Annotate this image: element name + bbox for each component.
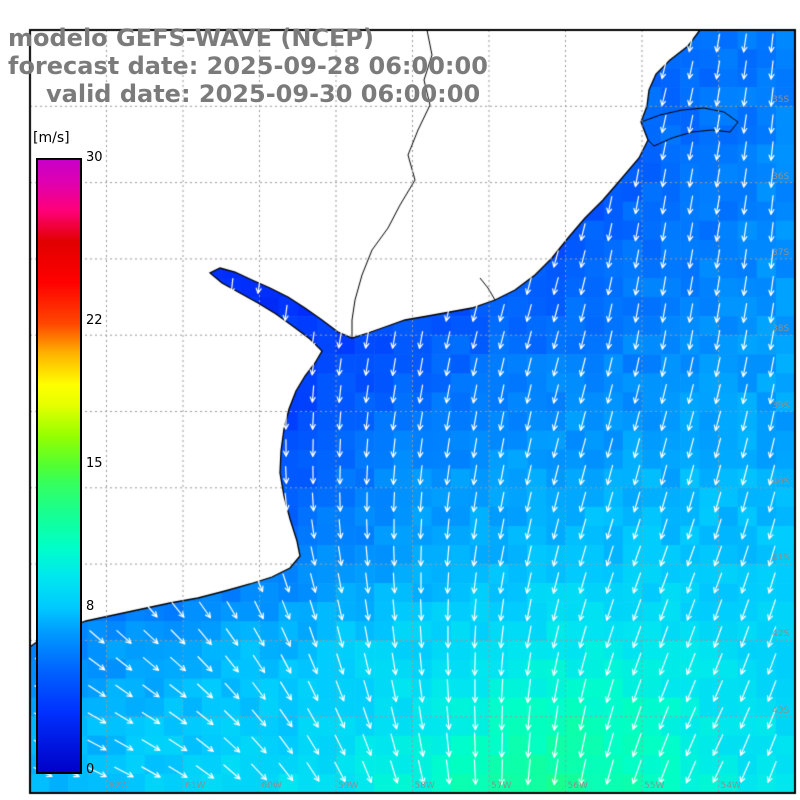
colorbar-unit-label: [m/s] bbox=[33, 130, 70, 146]
lon-label: 61W bbox=[185, 781, 206, 791]
lat-label: 37S bbox=[772, 247, 790, 258]
lon-label: 60W bbox=[261, 781, 282, 791]
lat-label: 40S bbox=[772, 476, 790, 487]
lat-label: 39S bbox=[772, 400, 790, 411]
lat-label: 35S bbox=[772, 95, 790, 106]
colorbar-tick-0: 0 bbox=[86, 762, 95, 777]
colorbar-tick-15: 15 bbox=[86, 456, 103, 471]
lon-label: 59W bbox=[338, 781, 359, 791]
lat-label: 43S bbox=[772, 705, 790, 716]
lat-label: 41S bbox=[772, 553, 790, 564]
colorbar-gradient bbox=[36, 158, 82, 774]
colorbar-tick-8: 8 bbox=[86, 598, 95, 614]
lon-label: 57W bbox=[491, 781, 512, 791]
lon-label: 55W bbox=[644, 781, 665, 791]
lon-label: 62W bbox=[108, 781, 129, 791]
colorbar-tick-22: 22 bbox=[86, 313, 103, 329]
forecast-date-label: forecast date: 2025-09-28 06:00:00 bbox=[8, 52, 488, 80]
valid-date-label: valid date: 2025-09-30 06:00:00 bbox=[46, 80, 481, 108]
lat-label: 36S bbox=[772, 171, 790, 182]
lon-label: 56W bbox=[567, 781, 588, 791]
lon-label: 58W bbox=[414, 781, 435, 791]
lat-label: 42S bbox=[772, 629, 790, 640]
lat-label: 38S bbox=[772, 324, 790, 335]
colorbar-tick-30: 30 bbox=[86, 150, 103, 165]
lon-label: 54W bbox=[720, 781, 741, 791]
model-title: modelo GEFS-WAVE (NCEP) bbox=[8, 24, 374, 52]
